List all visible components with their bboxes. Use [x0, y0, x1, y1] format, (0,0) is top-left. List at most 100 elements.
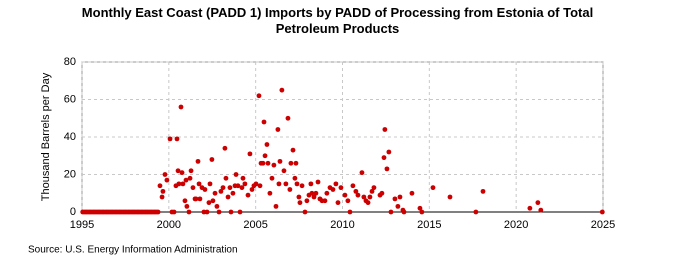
point [206, 200, 212, 206]
point [535, 200, 541, 206]
point [197, 196, 203, 202]
point [304, 198, 310, 204]
point [183, 177, 189, 183]
point [599, 209, 605, 215]
point [299, 183, 305, 189]
point [369, 188, 375, 194]
point [176, 181, 182, 187]
point [242, 181, 248, 187]
point [290, 147, 296, 153]
point [256, 93, 262, 99]
point [240, 175, 246, 181]
point [237, 209, 243, 215]
point [277, 158, 283, 164]
x-tick-label: 2005 [243, 219, 267, 231]
point [409, 190, 415, 196]
point [247, 151, 253, 157]
point [379, 190, 385, 196]
point [262, 153, 268, 159]
point [182, 198, 188, 204]
point [227, 185, 233, 191]
point [447, 194, 453, 200]
point [322, 198, 328, 204]
point [207, 181, 213, 187]
point [283, 181, 289, 187]
x-tick-label: 1995 [70, 219, 94, 231]
point [330, 187, 336, 192]
y-axis-label: Thousand Barrels per Day [40, 72, 52, 201]
point [175, 168, 181, 174]
point [159, 194, 165, 200]
source-note: Source: U.S. Energy Information Administ… [28, 245, 238, 256]
point [480, 188, 486, 194]
point [275, 127, 281, 132]
point [313, 190, 319, 196]
point [315, 179, 321, 185]
point [171, 209, 177, 215]
point [190, 185, 196, 191]
point [293, 160, 299, 166]
point [264, 142, 270, 147]
point [288, 160, 294, 166]
point [179, 170, 185, 176]
point [196, 181, 202, 187]
point [212, 190, 218, 196]
x-tick-label: 2020 [504, 219, 528, 231]
point [365, 200, 371, 206]
point [225, 194, 231, 200]
point [162, 172, 168, 177]
point [392, 196, 398, 202]
point [538, 207, 544, 213]
point [324, 190, 330, 196]
point [245, 192, 251, 198]
point [355, 192, 361, 198]
point [285, 115, 291, 121]
point [253, 181, 259, 187]
point [249, 187, 255, 192]
point [186, 209, 192, 215]
point [233, 172, 239, 177]
point [419, 209, 425, 215]
point [204, 209, 210, 215]
point [223, 175, 229, 181]
point [188, 168, 194, 174]
point [261, 119, 267, 125]
point [193, 196, 199, 202]
point [164, 177, 170, 183]
point [294, 181, 300, 187]
point [160, 188, 166, 194]
point [235, 183, 241, 189]
point [417, 205, 423, 211]
point [353, 188, 359, 194]
point [430, 185, 436, 191]
point [174, 136, 180, 142]
point [210, 198, 216, 204]
point [527, 205, 533, 211]
point [178, 104, 184, 110]
point [228, 209, 234, 215]
point [279, 87, 285, 93]
x-tick-label: 2025 [591, 219, 615, 231]
point [292, 175, 298, 181]
point [361, 194, 367, 200]
point [371, 185, 377, 191]
point [167, 136, 173, 142]
chart-title: Monthly East Coast (PADD 1) Imports by P… [81, 5, 594, 36]
point [157, 183, 163, 189]
point [473, 209, 479, 215]
point [195, 158, 201, 164]
point [311, 194, 317, 200]
point [395, 203, 401, 209]
point [184, 203, 190, 209]
point [216, 209, 222, 215]
point [220, 185, 226, 191]
x-tick-label: 2000 [157, 219, 181, 231]
point [367, 194, 373, 200]
point [338, 185, 344, 191]
point [302, 209, 308, 215]
point [269, 175, 275, 181]
point [381, 155, 387, 161]
point [267, 190, 273, 196]
